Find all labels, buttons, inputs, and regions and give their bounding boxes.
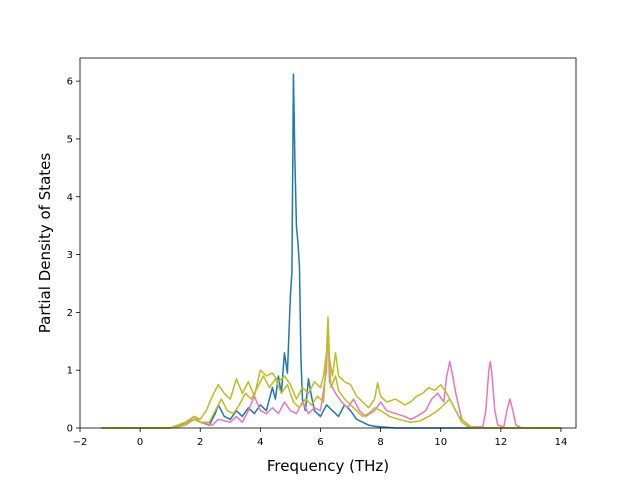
x-tick-label: −2 [73, 437, 88, 448]
x-tick-label: 2 [197, 437, 203, 448]
x-tick-label: 10 [434, 437, 447, 448]
y-tick-label: 5 [67, 134, 73, 145]
x-tick-label: 14 [555, 437, 568, 448]
y-tick-label: 3 [67, 250, 73, 261]
series-layer [101, 73, 561, 429]
y-tick-label: 0 [67, 424, 73, 435]
y-tick-label: 4 [67, 192, 73, 203]
x-axis-label: Frequency (THz) [267, 457, 389, 475]
series-line-4 [101, 334, 561, 429]
x-tick-label: 6 [317, 437, 323, 448]
series-line-2 [101, 323, 561, 429]
y-axis-label: Partial Density of States [36, 153, 54, 334]
x-tick-label: 12 [494, 437, 507, 448]
plot-frame [79, 57, 577, 429]
y-tick-label: 1 [67, 366, 73, 377]
x-tick-label: 8 [377, 437, 383, 448]
y-tick-label: 6 [67, 77, 73, 88]
y-axis: 0 1 2 3 4 5 6 [67, 77, 80, 435]
series-line-3 [101, 316, 561, 429]
x-axis: −2 0 2 4 6 8 10 12 14 [73, 428, 568, 448]
x-tick-label: 4 [257, 437, 263, 448]
x-tick-label: 0 [137, 437, 143, 448]
y-tick-label: 2 [67, 308, 73, 319]
